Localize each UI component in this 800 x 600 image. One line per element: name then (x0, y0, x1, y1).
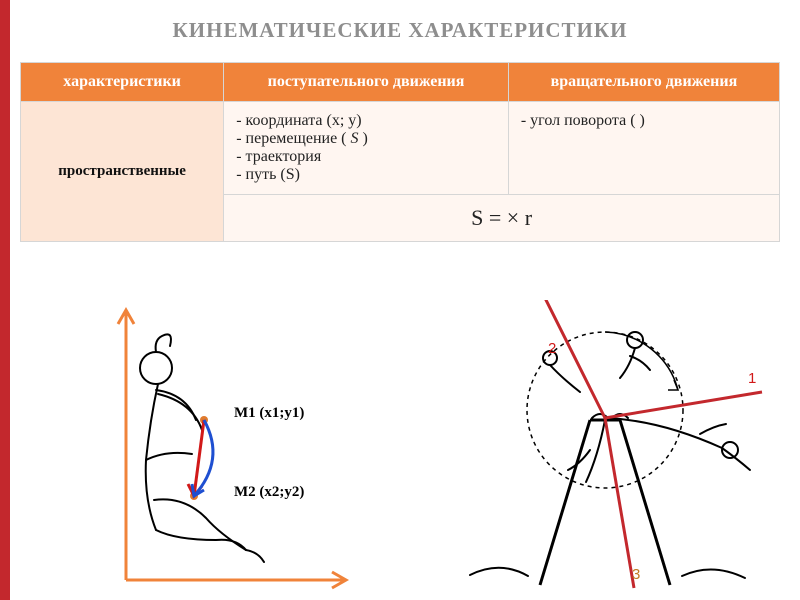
page-title: КИНЕМАТИЧЕСКИЕ ХАРАКТЕРИСТИКИ (0, 18, 800, 43)
diagram-rotational: 1 2 3 (430, 300, 780, 590)
ray-label-2: 2 (548, 340, 556, 357)
cell-rotational: - угол поворота ( ) (508, 102, 779, 195)
label-m2: M2 (x2;y2) (234, 484, 304, 501)
th-translational: поступательного движения (224, 63, 509, 102)
cell-formula: S = × r (224, 195, 780, 242)
trans-item-1: перемещение ( S ) (236, 130, 496, 148)
cell-translational: координата (x; y) перемещение ( S ) трае… (224, 102, 509, 195)
characteristics-table: характеристики поступательного движения … (20, 62, 780, 242)
th-rotational: вращательного движения (508, 63, 779, 102)
th-characteristics: характеристики (21, 63, 224, 102)
ray-label-1: 1 (748, 370, 756, 387)
label-m1: M1 (x1;y1) (234, 405, 304, 422)
trans-item-2: траектория (236, 148, 496, 166)
ray-label-3: 3 (632, 566, 640, 583)
diagram-translational: M1 (x1;y1) M2 (x2;y2) (96, 300, 396, 590)
row-label-spatial: пространственные (21, 102, 224, 242)
accent-bar (0, 0, 10, 600)
trans-item-0: координата (x; y) (236, 112, 496, 130)
trans-item-3: - путь (S) (236, 166, 496, 184)
rot-item-0: - угол поворота ( ) (521, 112, 767, 130)
